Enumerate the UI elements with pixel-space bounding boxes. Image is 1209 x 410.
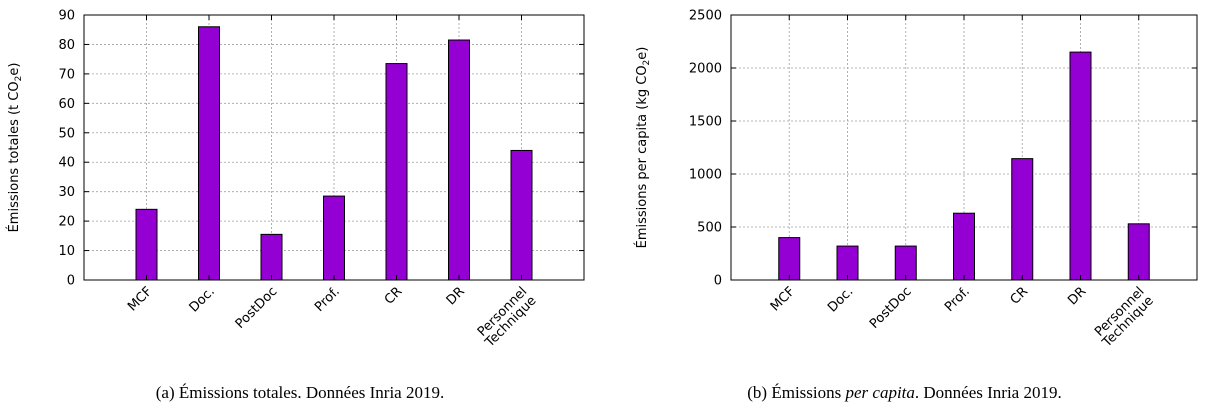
x-tick-label: CR xyxy=(1008,284,1031,307)
y-tick-label: 0 xyxy=(67,274,75,289)
x-tick-label: DR xyxy=(444,284,468,308)
chart-panel-a: 0 10 20 30 40 50 60 70 80 90 MCF Doc. PostDoc Prof. CR… xyxy=(0,0,600,410)
y-tick-label: 70 xyxy=(58,67,75,82)
caption-b-italic: per capita xyxy=(846,383,915,402)
x-tick-label: MCF xyxy=(768,284,798,314)
caption-a-prefix: (a) Émissions totales. xyxy=(156,383,302,402)
chart-panel-b: 0 500 1000 1500 2000 2500 MCF Doc. PostDoc Prof. C… xyxy=(600,0,1209,410)
bar-dr xyxy=(449,40,470,280)
y-tick-label: 30 xyxy=(58,185,75,200)
caption-a: (a) Émissions totales. Données Inria 201… xyxy=(0,383,600,403)
caption-b: (b) Émissions per capita. Données Inria … xyxy=(600,383,1209,403)
y-tick-label: 40 xyxy=(58,156,75,171)
bar-cr xyxy=(1012,159,1033,280)
bar-personnel xyxy=(1128,224,1149,280)
bar-postdoc xyxy=(261,234,282,280)
x-tick-label: PostDoc xyxy=(233,284,281,332)
y-tick-label: 50 xyxy=(58,126,75,141)
bar-doc xyxy=(199,27,220,280)
x-tick-label: PostDoc xyxy=(867,284,915,332)
bar-mcf xyxy=(779,238,800,280)
bar-chart-per-capita-emissions: 0 500 1000 1500 2000 2500 MCF Doc. PostDoc Prof. C… xyxy=(600,0,1209,380)
bar-doc xyxy=(837,246,858,280)
y-tick-label: 2000 xyxy=(689,62,722,77)
y-tick-label: 1500 xyxy=(689,115,722,130)
bar-mcf xyxy=(136,209,157,280)
y-tick-label: 1000 xyxy=(689,168,722,183)
x-tick-label: PersonnelTechnique xyxy=(473,284,540,351)
bar-chart-total-emissions: 0 10 20 30 40 50 60 70 80 90 MCF Doc. PostDoc Prof. CR… xyxy=(0,0,600,380)
y-tick-label: 500 xyxy=(697,221,722,236)
bar-prof xyxy=(954,213,975,280)
y-tick-label: 2500 xyxy=(689,9,722,24)
x-tick-label: CR xyxy=(382,284,405,307)
caption-a-suffix: Données Inria 2019. xyxy=(302,383,445,402)
bar-cr xyxy=(386,64,407,280)
x-tick-label: Doc. xyxy=(187,284,218,315)
x-tick-label: Prof. xyxy=(312,284,343,315)
y-axis-label: Émissions per capita (kg CO2e) xyxy=(634,47,652,249)
y-tick-label: 80 xyxy=(58,38,75,53)
x-tick-label: Doc. xyxy=(825,284,856,315)
y-tick-label: 0 xyxy=(714,274,722,289)
y-tick-label: 60 xyxy=(58,97,75,112)
y-tick-label: 20 xyxy=(58,215,75,230)
bar-dr xyxy=(1070,52,1091,280)
x-tick-label: MCF xyxy=(125,284,155,314)
y-tick-label: 10 xyxy=(58,244,75,259)
x-tick-label: PersonnelTechnique xyxy=(1090,284,1157,351)
bar-personnel xyxy=(511,150,532,280)
y-axis-label: Émissions totales (t CO2e) xyxy=(6,63,24,233)
y-tick-label: 90 xyxy=(58,9,75,24)
caption-b-prefix: (b) Émissions xyxy=(747,383,845,402)
bar-prof xyxy=(324,196,345,280)
bar-postdoc xyxy=(895,246,916,280)
x-tick-label: DR xyxy=(1065,284,1089,308)
caption-b-suffix: . Données Inria 2019. xyxy=(915,383,1062,402)
x-tick-label: Prof. xyxy=(942,284,973,315)
